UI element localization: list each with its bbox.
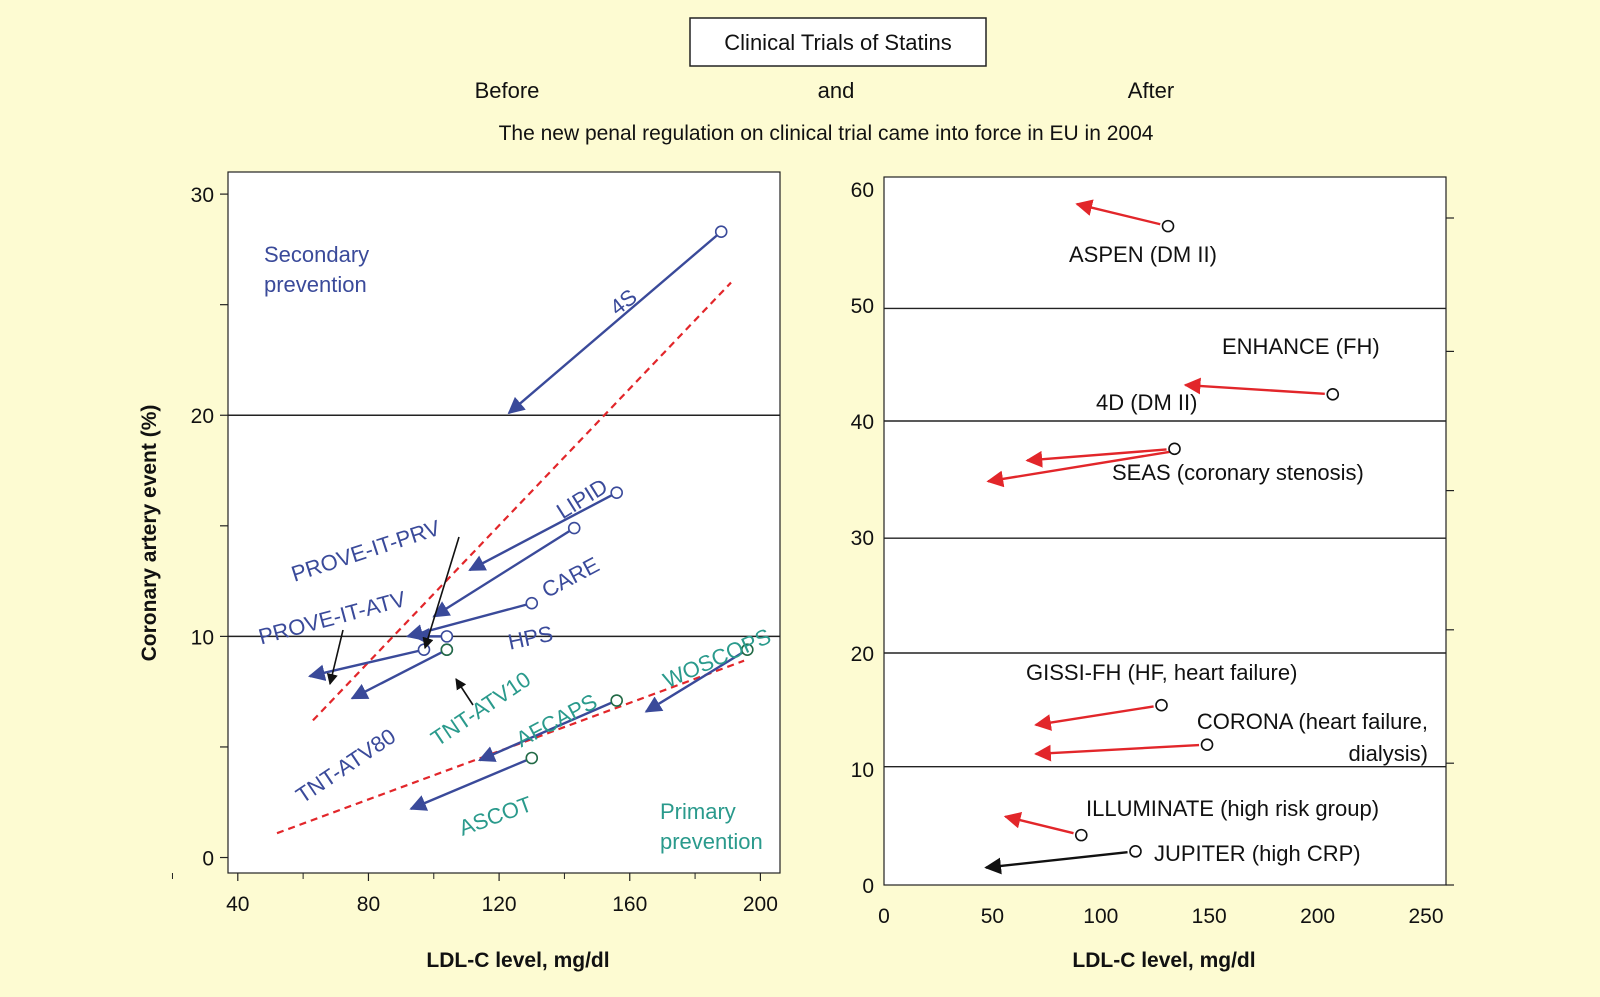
and-label: and: [818, 78, 855, 103]
trial-arrow-afcaps: [477, 701, 612, 762]
after-label: After: [1128, 78, 1174, 103]
trial-arrow-care: [432, 530, 570, 618]
left-x-tick-label: 80: [357, 893, 380, 916]
trial-baseline-point-aspen-dm-ii: [1161, 219, 1175, 233]
left-y-axis-label: Coronary artery event (%): [138, 405, 161, 662]
right-x-tick-label: 250: [1408, 905, 1443, 928]
prove-it-prv-pointer: [422, 536, 460, 650]
primary-prevention-label-1: Primary: [660, 799, 736, 824]
right-trial-labels: ASPEN (DM II) ENHANCE (FH) 4D (DM II) SEAS …: [1026, 242, 1428, 866]
left-x-tick-label: 160: [612, 893, 647, 916]
right-axes: 0 50 100 150 200 250 0 10 20 30 40 50 60: [851, 179, 1454, 928]
right-x-tick-label: 0: [878, 905, 890, 928]
trial-label-enhance-fh: ENHANCE (FH): [1222, 334, 1380, 359]
left-x-axis-label: LDL-C level, mg/dl: [426, 949, 609, 972]
trial-baseline-point-illuminate-high-risk-group: [1074, 828, 1088, 842]
trial-arrow-aspen-dm-ii: [1075, 199, 1161, 226]
trial-arrow-corona-heart-failure-dialysis: [1034, 743, 1200, 762]
trial-baseline-point-care: [567, 521, 581, 535]
left-y-tick-label: 30: [191, 184, 214, 207]
left-trial-arrows: [308, 225, 754, 811]
chart-subtitle: The new penal regulation on clinical tri…: [499, 122, 1154, 145]
trial-baseline-point-lipid: [610, 486, 623, 499]
right-trial-arrows: [984, 199, 1340, 875]
right-panel: 0 50 100 150 200 250 0 10 20 30 40 50 60 ASPEN (DM I…: [851, 176, 1454, 972]
trial-arrow-4d-dm-ii: [1025, 448, 1167, 468]
before-label: Before: [475, 78, 540, 103]
trial-baseline-point-hps: [525, 596, 539, 610]
trial-arrow-seas-coronary-stenosis: [986, 450, 1174, 488]
right-y-tick-label: 40: [851, 411, 874, 434]
right-separator-lines: [884, 307, 1446, 768]
trial-label-aspen-dm-ii: ASPEN (DM II): [1069, 242, 1217, 267]
trial-arrow-enhance-fh: [1183, 377, 1325, 396]
left-trend-lines: [276, 281, 745, 835]
trial-arrow-gissi-fh-hf-heart-failure: [1034, 705, 1154, 731]
right-y-tick-label: 20: [851, 643, 874, 666]
trial-baseline-point-prove-it-prv: [440, 630, 454, 643]
right-x-tick-label: 50: [981, 905, 1004, 928]
chart-title: Clinical Trials of Statins: [724, 30, 951, 55]
trial-label-corona-heart-failure-dialysis-line-2: dialysis): [1349, 741, 1428, 766]
trial-label-seas-coronary-stenosis: SEAS (coronary stenosis): [1112, 460, 1364, 485]
trial-baseline-point-afcaps: [610, 694, 623, 707]
trial-baseline-point-corona-heart-failure-dialysis: [1200, 738, 1214, 751]
trial-arrow-prove-it-atv: [308, 649, 419, 681]
left-trend-line: [312, 281, 732, 722]
right-x-axis-label: LDL-C level, mg/dl: [1072, 949, 1255, 972]
trial-arrow-woscops: [644, 651, 743, 713]
left-plot-area: [227, 171, 781, 874]
trial-baseline-point-gissi-fh-hf-heart-failure: [1155, 698, 1168, 712]
left-reference-lines: [228, 414, 780, 638]
trial-label-jupiter-high-crp: JUPITER (high CRP): [1154, 841, 1361, 866]
trial-baseline-point-prove-it-atv: [417, 643, 431, 656]
trial-arrow-ascot: [409, 759, 527, 811]
left-y-tick-label: 10: [191, 626, 214, 649]
right-y-tick-label: 0: [862, 875, 874, 898]
right-y-tick-label: 60: [851, 179, 874, 202]
trial-label-illuminate-high-risk-group: ILLUMINATE (high risk group): [1086, 796, 1379, 821]
trial-baseline-point-4s: [714, 225, 728, 239]
trial-baseline-point-jupiter-high-crp: [1129, 845, 1142, 858]
left-trend-line: [276, 659, 745, 835]
trial-label-corona-heart-failure-dialysis-line-1: CORONA (heart failure,: [1197, 709, 1428, 734]
left-y-tick-label: 0: [202, 848, 214, 871]
title-box: [689, 17, 987, 67]
trial-arrow-4s: [507, 234, 718, 415]
primary-prevention-label-2: prevention: [660, 829, 763, 854]
left-y-tick-label: 20: [191, 405, 214, 428]
secondary-prevention-label-2: prevention: [264, 272, 367, 297]
prove-it-atv-pointer: [326, 629, 344, 686]
trial-arrow-jupiter-high-crp: [984, 851, 1128, 875]
trial-baseline-point-woscops: [741, 643, 754, 656]
left-x-tick-label: 40: [226, 893, 249, 916]
right-y-tick-label: 50: [851, 295, 874, 318]
right-x-tick-label: 200: [1300, 905, 1335, 928]
trial-baseline-point-4d-dm-ii: [1168, 442, 1181, 456]
right-y-tick-label: 10: [851, 759, 874, 782]
trial-arrow-illuminate-high-risk-group: [1003, 811, 1074, 835]
trial-arrow-lipid: [468, 494, 612, 572]
left-x-tick-label: 120: [482, 893, 517, 916]
trial-label-gissi-fh-hf-heart-failure: GISSI-FH (HF, heart failure): [1026, 660, 1297, 685]
secondary-prevention-label-1: Secondary: [264, 242, 369, 267]
right-x-tick-label: 100: [1083, 905, 1118, 928]
trial-arrow-tnt-atv80: [350, 651, 443, 700]
left-axes: 40 80 120 160 200 0 10 20 30: [171, 184, 778, 916]
left-x-tick-label: 200: [743, 893, 778, 916]
trial-baseline-point-enhance-fh: [1326, 388, 1340, 401]
tnt-atv10-pointer: [455, 678, 474, 706]
right-y-tick-label: 30: [851, 527, 874, 550]
trial-baseline-point-tnt-atv10: [440, 643, 454, 656]
right-x-tick-label: 150: [1192, 905, 1227, 928]
right-plot-area: [883, 176, 1447, 886]
trial-label-4d-dm-ii: 4D (DM II): [1096, 390, 1197, 415]
trial-baseline-point-ascot: [525, 751, 539, 765]
